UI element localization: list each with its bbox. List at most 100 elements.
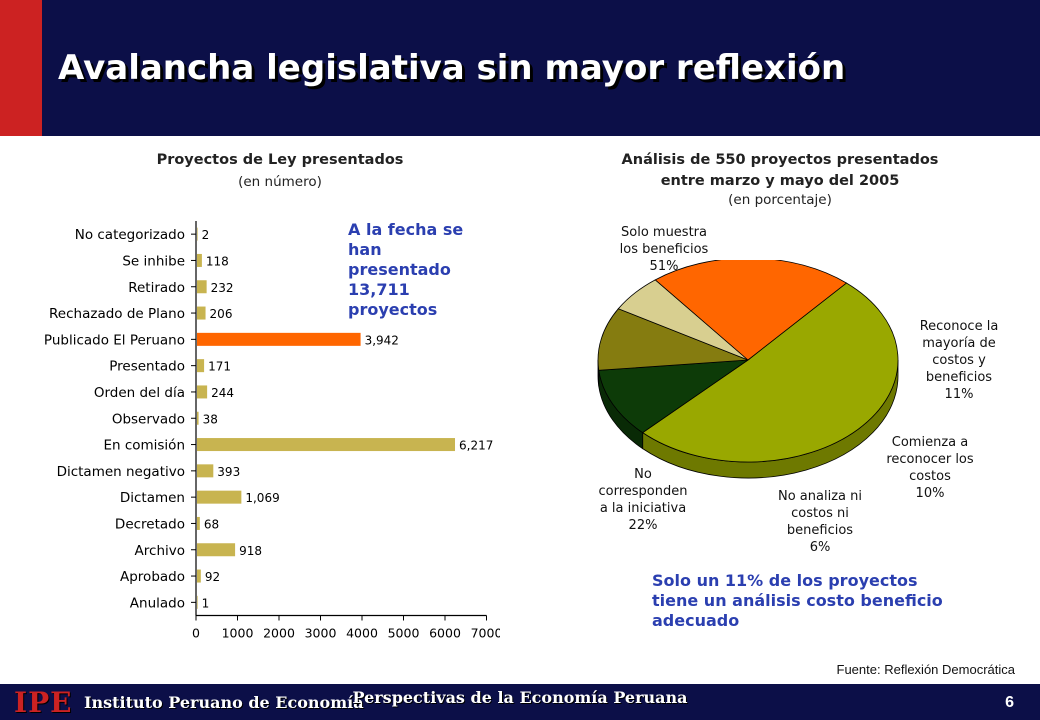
pie-label-line: 11%: [944, 387, 974, 402]
header-bar: Avalancha legislativa sin mayor reflexió…: [0, 0, 1040, 136]
bar: [197, 569, 201, 583]
bar: [197, 411, 199, 425]
pie-label-line: Reconoce la: [919, 319, 999, 334]
footer-publication-title: Perspectivas de la Economía Peruana: [352, 688, 688, 707]
x-tick-label: 7000: [471, 626, 500, 641]
pie-label-no-corresponden: No corresponden a la iniciativa 22%: [584, 466, 702, 534]
value-label: 1,069: [245, 491, 279, 505]
category-label: No categorizado: [75, 227, 185, 243]
bar-chart-title: Proyectos de Ley presentados: [156, 152, 404, 168]
pie-label-line: Comienza a: [891, 435, 969, 450]
bar: [197, 306, 206, 320]
category-label: Presentado: [109, 359, 185, 375]
category-label: En comisión: [103, 438, 185, 454]
x-tick-label: 3000: [305, 626, 337, 641]
x-tick-label: 1000: [222, 626, 254, 641]
value-label: 244: [211, 386, 234, 400]
pie-label-line: costos y: [932, 353, 986, 368]
bar: [197, 543, 236, 557]
category-label: Se inhibe: [122, 253, 185, 269]
x-tick-label: 5000: [388, 626, 420, 641]
ipe-logo: IPE: [14, 686, 73, 719]
pie-label-line: 10%: [915, 486, 945, 501]
pie-label-line: reconocer los: [886, 452, 974, 467]
pie-label-line: 6%: [809, 540, 831, 555]
pie-chart: [597, 260, 899, 479]
pie-label-line: mayoría de: [922, 336, 996, 351]
value-label: 118: [206, 254, 229, 268]
value-label: 232: [211, 281, 234, 295]
x-tick-label: 0: [192, 626, 200, 641]
bar-chart-subtitle: (en número): [238, 174, 322, 190]
pie-chart-title-line1: Análisis de 550 proyectos presentados: [621, 152, 939, 168]
pie-label-line: costos: [909, 469, 951, 484]
source-note: Fuente: Reflexión Democrática: [836, 662, 1015, 677]
pie-slice: [641, 282, 899, 463]
category-label: Dictamen negativo: [57, 464, 185, 480]
pie-label-line: a la iniciativa: [599, 501, 687, 516]
bar: [197, 595, 198, 609]
bar: [197, 332, 361, 346]
pie-label-line: los beneficios: [619, 242, 709, 257]
bar: [197, 464, 214, 478]
bar: [197, 280, 207, 294]
category-label: Archivo: [135, 543, 185, 559]
value-label: 38: [203, 412, 218, 426]
pie-label-line: corresponden: [598, 484, 688, 499]
value-label: 6,217: [459, 439, 493, 453]
pie-label-solo-beneficios: Solo muestra los beneficios 51%: [600, 224, 728, 275]
pie-label-line: No: [634, 467, 652, 482]
bar: [197, 359, 205, 373]
category-label: Aprobado: [120, 569, 185, 585]
pie-chart-title-line2: entre marzo y mayo del 2005: [660, 173, 900, 189]
category-label: Dictamen: [120, 490, 185, 506]
category-label: Rechazado de Plano: [49, 306, 185, 322]
slide-title: Avalancha legislativa sin mayor reflexió…: [58, 48, 846, 88]
pie-label-line: costos ni: [791, 506, 849, 521]
value-label: 2: [202, 228, 210, 242]
callout-total-projects: A la fecha se han presentado 13,711 proy…: [348, 220, 464, 319]
x-tick-label: 2000: [263, 626, 295, 641]
pie-label-comienza-costos: Comienza a reconocer los costos 10%: [868, 434, 992, 502]
x-tick-label: 4000: [346, 626, 378, 641]
bar: [197, 516, 200, 530]
pie-label-line: beneficios: [925, 370, 993, 385]
value-label: 171: [208, 360, 231, 374]
pie-slice: [654, 260, 848, 361]
pie-label-line: Solo muestra: [621, 225, 707, 240]
value-label: 3,942: [365, 333, 399, 347]
pie-chart-subtitle: (en porcentaje): [728, 192, 832, 208]
category-label: Decretado: [115, 516, 185, 532]
category-label: Publicado El Peruano: [44, 332, 185, 348]
pie-label-line: 22%: [628, 518, 658, 533]
pie-label-line: beneficios: [786, 523, 854, 538]
category-label: Orden del día: [94, 385, 185, 401]
page-number: 6: [1005, 694, 1014, 711]
value-label: 918: [239, 544, 262, 558]
bar: [197, 227, 198, 241]
category-label: Retirado: [128, 280, 185, 296]
bar: [197, 385, 208, 399]
value-label: 206: [210, 307, 233, 321]
pie-label-line: No analiza ni: [778, 489, 862, 504]
value-label: 68: [204, 517, 219, 531]
pie-slice: [597, 308, 749, 371]
pie-slice: [598, 359, 750, 434]
value-label: 92: [205, 570, 220, 584]
category-label: Anulado: [130, 595, 185, 611]
header-accent-stripe: [0, 0, 42, 136]
value-label: 1: [202, 596, 210, 610]
bar: [197, 253, 202, 267]
callout-cost-benefit: Solo un 11% de los proyectos tiene un an…: [652, 571, 943, 630]
footer-bar: IPE Instituto Peruano de Economía Perspe…: [0, 684, 1040, 720]
bar: [197, 438, 456, 452]
category-label: Observado: [112, 411, 185, 427]
institution-name: Instituto Peruano de Economía: [84, 693, 364, 712]
pie-label-no-analiza: No analiza ni costos ni beneficios 6%: [762, 488, 878, 556]
bar: [197, 490, 242, 504]
pie-label-reconoce-mayoria: Reconoce la mayoría de costos y benefici…: [900, 318, 1018, 403]
value-label: 393: [217, 465, 240, 479]
x-tick-label: 6000: [429, 626, 461, 641]
pie-label-line: 51%: [649, 259, 679, 274]
bar-chart: No categorizado 2 Se inhibe 118 Retirado 232 R…: [44, 221, 500, 641]
